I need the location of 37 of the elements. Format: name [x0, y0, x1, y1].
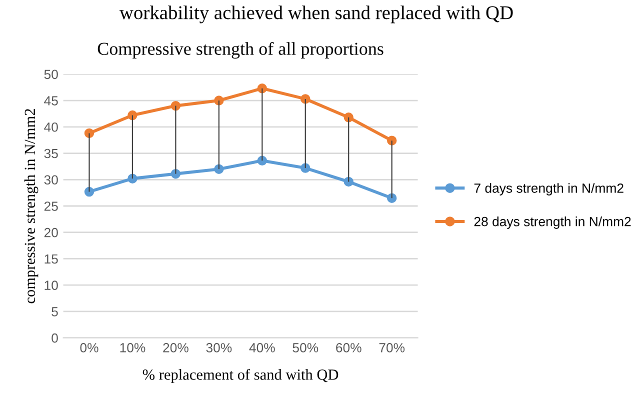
- y-tick-label: 25: [44, 202, 58, 211]
- point: [128, 110, 138, 120]
- point: [386, 136, 397, 146]
- y-tick-label: 15: [44, 254, 58, 264]
- x-tick-label: 70%: [379, 343, 405, 352]
- point: [257, 156, 268, 166]
- x-tick-label: 40%: [249, 343, 275, 352]
- point: [128, 174, 138, 184]
- y-tick-label: 10: [44, 280, 58, 290]
- x-tick-label: 60%: [336, 343, 362, 352]
- x-axis-title: % replacement of sand with QD: [142, 368, 338, 383]
- point: [344, 112, 354, 122]
- legend-label: 7 days strength in N/mm2: [474, 183, 624, 196]
- y-tick-label: 20: [44, 228, 58, 238]
- point: [300, 163, 310, 173]
- x-tick-label: 0%: [80, 343, 98, 352]
- y-tick-label: 5: [52, 307, 58, 316]
- chart-title: Compressive strength of all proportions: [98, 42, 384, 59]
- legend-label: 28 days strength in N/mm2: [474, 216, 631, 229]
- y-tick-label: 35: [44, 148, 58, 158]
- x-tick-label: 20%: [163, 343, 188, 352]
- text: workability achieved when sand replaced with QD: [119, 6, 513, 24]
- y-tick-label: 50: [44, 70, 58, 80]
- point: [257, 84, 268, 94]
- point: [344, 176, 354, 187]
- y-axis-title: compressive strength in N/mm2: [24, 109, 38, 304]
- x-tick-label: 10%: [120, 343, 146, 352]
- y-tick-label: 40: [44, 122, 58, 132]
- point: [386, 193, 397, 203]
- y-tick-label: 30: [44, 175, 58, 185]
- point: [300, 94, 310, 104]
- point: [214, 96, 224, 106]
- y-tick-label: 45: [44, 96, 58, 106]
- point: [214, 164, 224, 174]
- x-tick-label: 50%: [292, 343, 318, 352]
- x-tick-label: 30%: [206, 343, 232, 352]
- y-tick-label: 0: [52, 333, 58, 343]
